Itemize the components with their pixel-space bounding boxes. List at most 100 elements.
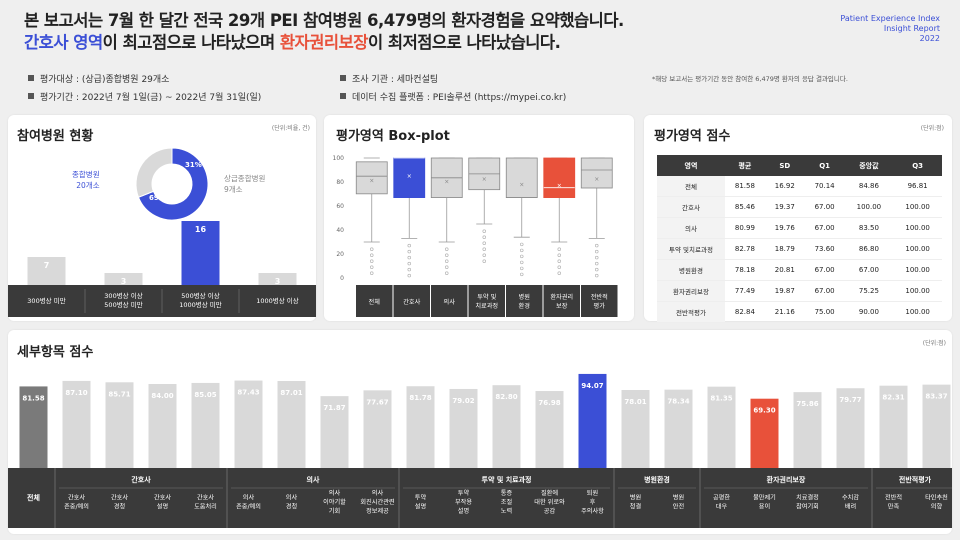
detail-bar-label: 82.80 <box>495 393 517 401</box>
table-row: 환자권리보장 77.49 19.87 67.00 75.25 100.00 <box>657 281 942 302</box>
detail-bar-label: 87.01 <box>280 389 302 397</box>
box-category-cell <box>506 285 543 317</box>
scores-header-cell: 중앙값 <box>844 155 894 176</box>
bullet-square-icon <box>340 93 346 99</box>
box-outlier <box>482 241 486 245</box>
box-outlier <box>407 255 411 260</box>
scores-value-cell: 90.00 <box>844 302 894 323</box>
participation-axis-label: 500병상 이상 <box>181 291 219 300</box>
box-outlier <box>445 253 449 257</box>
detail-category-label: 병원 <box>673 494 685 502</box>
donut-slice <box>135 147 173 198</box>
box-outlier <box>520 260 524 265</box>
scores-table-body: 전체 81.58 16.92 70.14 84.86 96.81 간호사 85.46 19.37… <box>657 176 942 323</box>
detail-category-label: 경청 <box>114 503 125 511</box>
box-mean-marker: × <box>519 182 524 189</box>
detail-category-label: 설명 <box>157 503 168 511</box>
scores-value-cell: 100.00 <box>893 218 942 239</box>
scores-header-cell: Q3 <box>893 155 942 176</box>
detail-category-label: 간호사 <box>111 494 128 502</box>
box-outlier <box>557 247 561 251</box>
box-outlier <box>407 267 411 272</box>
detail-category-label: 노력 <box>501 507 512 515</box>
detail-bar-label: 81.35 <box>710 395 732 403</box>
box-outlier <box>482 235 486 239</box>
scores-value-cell: 19.87 <box>764 281 805 302</box>
scores-value-cell: 80.99 <box>725 218 765 239</box>
box-mean-marker: × <box>369 178 374 185</box>
box-category-label: 치료과정 <box>475 302 498 310</box>
detail-bar <box>578 373 607 468</box>
detail-unit: (단위:점) <box>922 340 946 347</box>
detail-category-label: 청결 <box>630 503 642 511</box>
boxplot-chart: 0 20 40 60 80 100 × × × × × × × 전체 간호사 의사 투약 및치료과정 병원환경 환자… <box>333 155 618 317</box>
box-ytick-label: 80 <box>336 179 344 186</box>
detail-bar <box>62 380 91 468</box>
detail-bar-label: 79.77 <box>839 396 861 404</box>
detail-category-label: 간호사 <box>154 494 171 502</box>
scores-header-cell: SD <box>764 155 805 176</box>
detail-category-label: 배려 <box>845 503 856 511</box>
donut-label-tertiary-count: 9개소 <box>224 185 243 194</box>
scores-value-cell: 20.81 <box>764 260 805 281</box>
meta-period-text: 평가기간 : 2022년 7월 1일(금) ~ 2022년 7월 31일(일) <box>40 93 262 103</box>
box-category-label: 평가 <box>594 302 606 310</box>
detail-bar <box>535 391 564 468</box>
box-iqr <box>543 157 576 198</box>
scores-value-cell: 100.00 <box>893 302 942 323</box>
box-category-label: 환자권리 <box>550 293 573 301</box>
detail-category-label: 존중/예의 <box>236 503 261 511</box>
box-outlier <box>445 247 449 251</box>
donut-label-general-name: 종합병원 <box>72 170 100 179</box>
detail-category-label: 이야기할 <box>323 498 346 506</box>
box-ytick-label: 60 <box>336 203 344 210</box>
box-category-cell <box>468 285 505 317</box>
box-outlier <box>595 243 599 248</box>
detail-category-label: 공평한 <box>713 494 730 502</box>
box-outlier <box>595 249 599 254</box>
box-outlier <box>445 265 449 269</box>
detail-category-label: 후 <box>590 498 596 506</box>
detail-bar <box>105 382 134 468</box>
detail-bar <box>191 382 220 468</box>
detail-category-label: 참여기회 <box>796 503 819 511</box>
detail-category-label: 공감 <box>544 508 556 515</box>
detail-bar-label: 85.05 <box>194 391 216 399</box>
scores-value-cell: 67.00 <box>804 260 845 281</box>
detail-bar-label: 84.00 <box>151 392 173 400</box>
donut-label-tertiary: 상급종합병원 9개소 <box>224 173 265 195</box>
box-outlier <box>445 259 449 263</box>
detail-bar-label: 81.58 <box>22 394 44 402</box>
detail-category-label: 대한 위로와 <box>534 498 565 506</box>
meta-agency: 조사 기관 : 세마컨설팅 <box>340 72 438 85</box>
detail-category-label: 의사 <box>372 489 384 497</box>
detail-category-label: 투약 <box>458 489 470 497</box>
detail-category-label: 간호사 <box>197 494 214 502</box>
participation-bar-label: 3 <box>121 277 127 286</box>
box-mean-marker: × <box>482 176 487 183</box>
meta-platform: 데이터 수집 플랫폼 : PEI솔루션 (https://mypei.co.kr… <box>340 90 566 103</box>
detail-category-label: 통증 <box>501 490 513 497</box>
scores-area-cell: 간호사 <box>657 197 725 218</box>
box-outlier <box>557 253 561 257</box>
scores-value-cell: 82.84 <box>725 302 765 323</box>
scores-value-cell: 67.00 <box>844 260 894 281</box>
scores-area-cell: 병원환경 <box>657 260 725 281</box>
detail-bar <box>707 386 736 468</box>
scores-value-cell: 77.49 <box>725 281 765 302</box>
box-category-cell <box>431 285 468 317</box>
detail-category-label: 전반적 <box>885 494 902 502</box>
table-row: 전체 81.58 16.92 70.14 84.86 96.81 <box>657 176 942 197</box>
box-ytick-label: 100 <box>333 155 345 162</box>
box-outlier <box>520 242 524 247</box>
detail-bar <box>836 388 865 468</box>
table-row: 병원환경 78.18 20.81 67.00 67.00 100.00 <box>657 260 942 281</box>
detail-category-label: 간호사 <box>68 494 85 502</box>
detail-group-label: 전반적평가 <box>899 475 932 484</box>
participation-title: 참여병원 현황 <box>17 129 94 144</box>
detail-category-label: 기회 <box>329 507 340 515</box>
box-outlier <box>407 249 411 254</box>
brand-block: Patient Experience Index Insight Report … <box>840 14 940 44</box>
participation-bar-label: 7 <box>44 261 50 270</box>
